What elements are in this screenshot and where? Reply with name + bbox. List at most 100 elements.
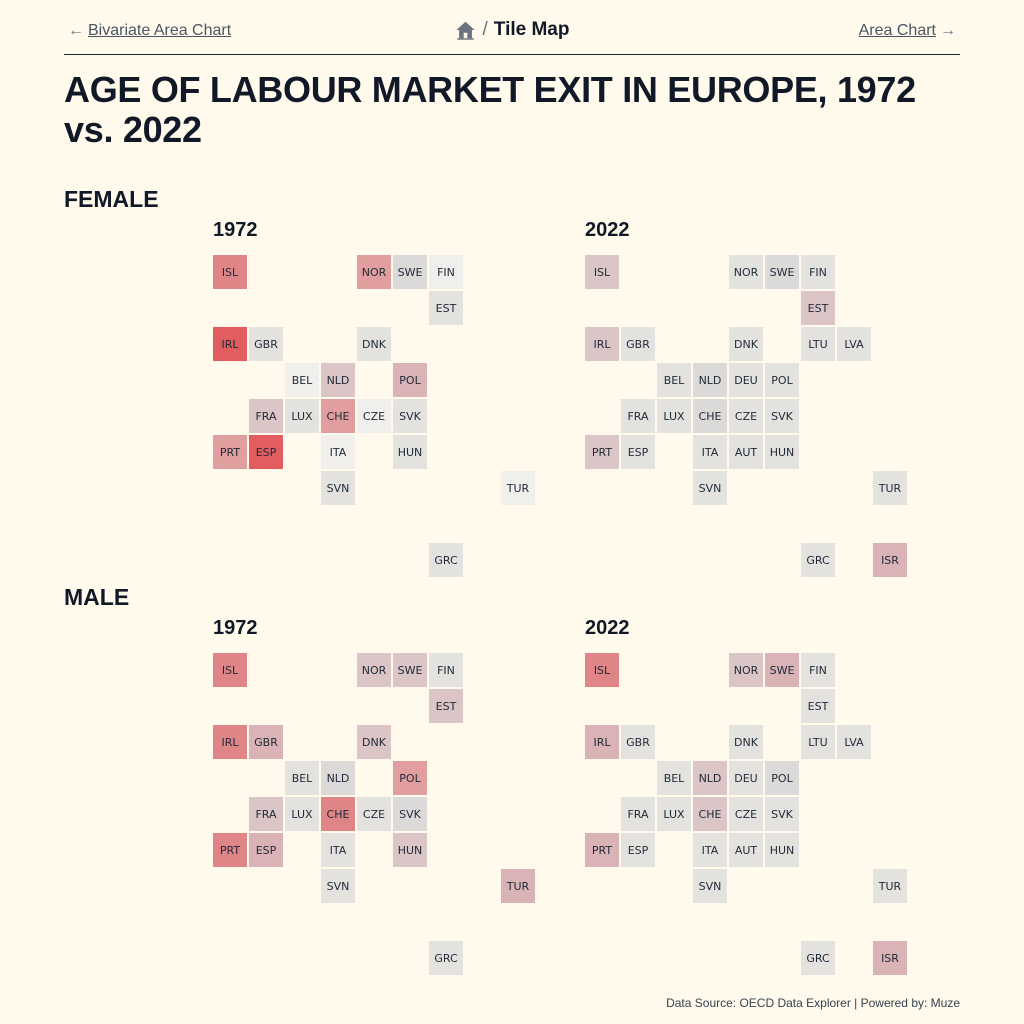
tile-svk[interactable]: SVK xyxy=(393,797,427,831)
tile-gbr[interactable]: GBR xyxy=(249,327,283,361)
tile-cze[interactable]: CZE xyxy=(357,797,391,831)
tile-isl[interactable]: ISL xyxy=(213,255,247,289)
tile-fra[interactable]: FRA xyxy=(621,797,655,831)
tile-tur[interactable]: TUR xyxy=(873,471,907,505)
tile-aut[interactable]: AUT xyxy=(729,833,763,867)
tile-lva[interactable]: LVA xyxy=(837,327,871,361)
tile-lux[interactable]: LUX xyxy=(657,399,691,433)
tile-tur[interactable]: TUR xyxy=(873,869,907,903)
tile-lva[interactable]: LVA xyxy=(837,725,871,759)
tile-cze[interactable]: CZE xyxy=(729,797,763,831)
tile-tur[interactable]: TUR xyxy=(501,471,535,505)
tile-hun[interactable]: HUN xyxy=(765,833,799,867)
tile-prt[interactable]: PRT xyxy=(585,833,619,867)
tile-esp[interactable]: ESP xyxy=(621,833,655,867)
tile-ltu[interactable]: LTU xyxy=(801,327,835,361)
tile-swe[interactable]: SWE xyxy=(765,255,799,289)
tile-deu[interactable]: DEU xyxy=(729,363,763,397)
tile-svk[interactable]: SVK xyxy=(765,797,799,831)
tile-che[interactable]: CHE xyxy=(693,797,727,831)
tile-fin[interactable]: FIN xyxy=(429,653,463,687)
tile-esp[interactable]: ESP xyxy=(621,435,655,469)
tile-hun[interactable]: HUN xyxy=(393,833,427,867)
tile-isl[interactable]: ISL xyxy=(585,255,619,289)
tile-svk[interactable]: SVK xyxy=(765,399,799,433)
tile-isr[interactable]: ISR xyxy=(873,543,907,577)
tile-est[interactable]: EST xyxy=(429,689,463,723)
tile-grc[interactable]: GRC xyxy=(801,941,835,975)
tile-prt[interactable]: PRT xyxy=(213,435,247,469)
tile-grc[interactable]: GRC xyxy=(801,543,835,577)
tile-dnk[interactable]: DNK xyxy=(729,725,763,759)
tile-ita[interactable]: ITA xyxy=(321,435,355,469)
tile-lux[interactable]: LUX xyxy=(285,399,319,433)
tile-svk[interactable]: SVK xyxy=(393,399,427,433)
tile-bel[interactable]: BEL xyxy=(285,761,319,795)
tile-nor[interactable]: NOR xyxy=(729,653,763,687)
tile-isl[interactable]: ISL xyxy=(213,653,247,687)
tile-prt[interactable]: PRT xyxy=(585,435,619,469)
tile-nld[interactable]: NLD xyxy=(693,761,727,795)
prev-chart-link[interactable]: ← Bivariate Area Chart xyxy=(64,22,231,40)
tile-fin[interactable]: FIN xyxy=(429,255,463,289)
tile-irl[interactable]: IRL xyxy=(213,725,247,759)
tile-esp[interactable]: ESP xyxy=(249,435,283,469)
tile-dnk[interactable]: DNK xyxy=(357,725,391,759)
tile-est[interactable]: EST xyxy=(801,291,835,325)
tile-hun[interactable]: HUN xyxy=(765,435,799,469)
tile-swe[interactable]: SWE xyxy=(393,255,427,289)
tile-deu[interactable]: DEU xyxy=(729,761,763,795)
tile-gbr[interactable]: GBR xyxy=(621,725,655,759)
tile-che[interactable]: CHE xyxy=(321,399,355,433)
tile-nor[interactable]: NOR xyxy=(357,255,391,289)
tile-hun[interactable]: HUN xyxy=(393,435,427,469)
tile-fra[interactable]: FRA xyxy=(621,399,655,433)
tile-irl[interactable]: IRL xyxy=(585,725,619,759)
tile-nld[interactable]: NLD xyxy=(693,363,727,397)
tile-lux[interactable]: LUX xyxy=(657,797,691,831)
tile-pol[interactable]: POL xyxy=(393,761,427,795)
tile-svn[interactable]: SVN xyxy=(321,869,355,903)
tile-gbr[interactable]: GBR xyxy=(621,327,655,361)
tile-swe[interactable]: SWE xyxy=(393,653,427,687)
tile-irl[interactable]: IRL xyxy=(585,327,619,361)
tile-grc[interactable]: GRC xyxy=(429,941,463,975)
tile-nld[interactable]: NLD xyxy=(321,761,355,795)
tile-ita[interactable]: ITA xyxy=(321,833,355,867)
tile-ltu[interactable]: LTU xyxy=(801,725,835,759)
tile-swe[interactable]: SWE xyxy=(765,653,799,687)
tile-aut[interactable]: AUT xyxy=(729,435,763,469)
tile-bel[interactable]: BEL xyxy=(657,363,691,397)
tile-irl[interactable]: IRL xyxy=(213,327,247,361)
tile-esp[interactable]: ESP xyxy=(249,833,283,867)
home-icon[interactable] xyxy=(455,19,477,41)
tile-cze[interactable]: CZE xyxy=(729,399,763,433)
tile-nld[interactable]: NLD xyxy=(321,363,355,397)
tile-isr[interactable]: ISR xyxy=(873,941,907,975)
tile-dnk[interactable]: DNK xyxy=(729,327,763,361)
tile-fra[interactable]: FRA xyxy=(249,797,283,831)
tile-nor[interactable]: NOR xyxy=(357,653,391,687)
tile-ita[interactable]: ITA xyxy=(693,833,727,867)
tile-svn[interactable]: SVN xyxy=(693,869,727,903)
tile-ita[interactable]: ITA xyxy=(693,435,727,469)
tile-dnk[interactable]: DNK xyxy=(357,327,391,361)
tile-pol[interactable]: POL xyxy=(393,363,427,397)
tile-lux[interactable]: LUX xyxy=(285,797,319,831)
tile-fin[interactable]: FIN xyxy=(801,653,835,687)
tile-grc[interactable]: GRC xyxy=(429,543,463,577)
tile-che[interactable]: CHE xyxy=(321,797,355,831)
tile-bel[interactable]: BEL xyxy=(657,761,691,795)
tile-cze[interactable]: CZE xyxy=(357,399,391,433)
tile-fra[interactable]: FRA xyxy=(249,399,283,433)
tile-isl[interactable]: ISL xyxy=(585,653,619,687)
tile-fin[interactable]: FIN xyxy=(801,255,835,289)
tile-est[interactable]: EST xyxy=(429,291,463,325)
tile-svn[interactable]: SVN xyxy=(693,471,727,505)
tile-che[interactable]: CHE xyxy=(693,399,727,433)
tile-svn[interactable]: SVN xyxy=(321,471,355,505)
tile-tur[interactable]: TUR xyxy=(501,869,535,903)
next-chart-link[interactable]: Area Chart → xyxy=(859,22,960,40)
tile-nor[interactable]: NOR xyxy=(729,255,763,289)
tile-est[interactable]: EST xyxy=(801,689,835,723)
